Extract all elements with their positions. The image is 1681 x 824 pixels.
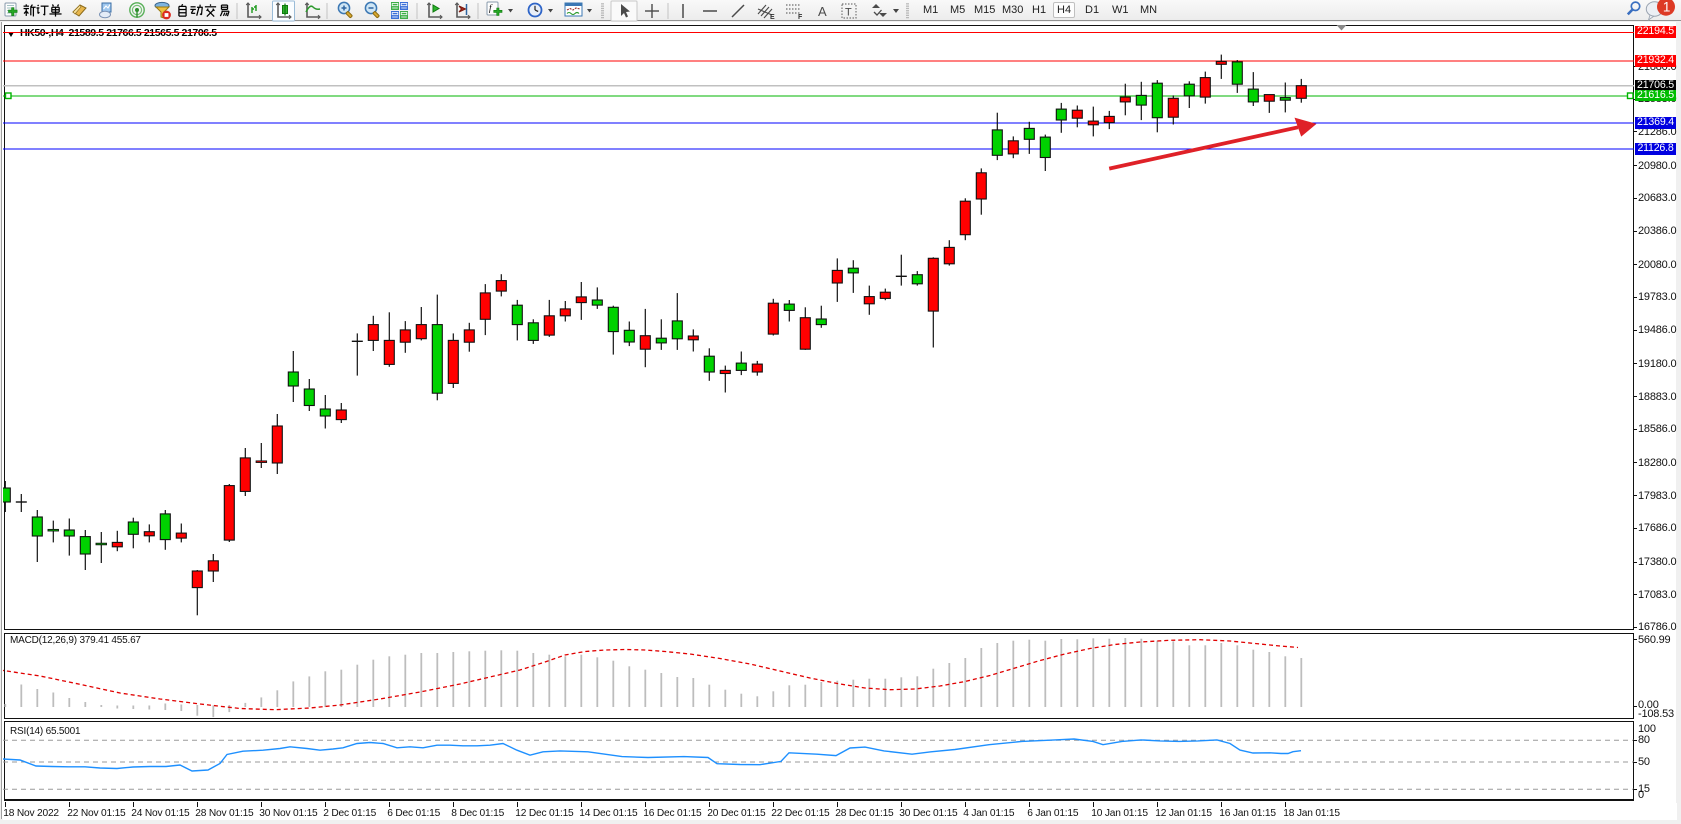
svg-text:A: A	[818, 4, 827, 19]
svg-text:f: f	[489, 3, 493, 13]
svg-text:T: T	[845, 7, 852, 19]
svg-text:F: F	[798, 14, 803, 21]
svg-text:1: 1	[1663, 0, 1671, 15]
svg-text:E: E	[770, 14, 775, 21]
